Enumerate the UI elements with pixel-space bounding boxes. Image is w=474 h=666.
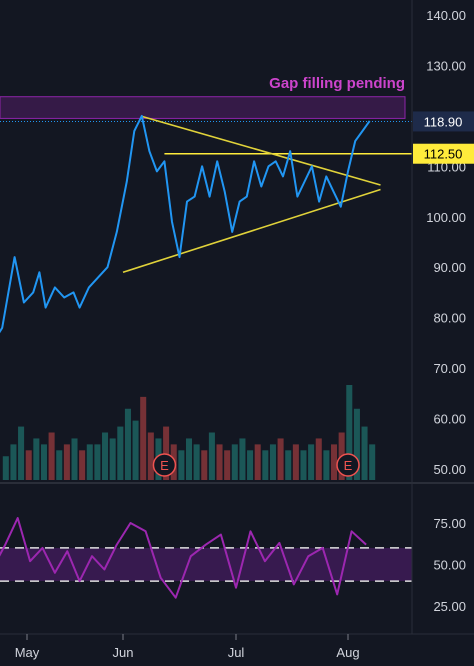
volume-bar bbox=[346, 385, 353, 480]
volume-bar bbox=[231, 444, 238, 480]
level-badge bbox=[413, 143, 474, 164]
last-price-badge-label: 118.90 bbox=[424, 114, 463, 129]
volume-bar bbox=[18, 426, 25, 480]
earnings-label: E bbox=[160, 458, 169, 473]
volume-bar bbox=[10, 444, 17, 480]
price-tick-label: 80.00 bbox=[433, 311, 466, 326]
volume-bar bbox=[140, 396, 147, 480]
volume-bar bbox=[262, 450, 269, 480]
volume-bar bbox=[353, 408, 360, 480]
volume-bar bbox=[178, 450, 185, 480]
volume-bar bbox=[86, 444, 93, 480]
volume-bar bbox=[361, 426, 368, 480]
trendline-upper bbox=[141, 115, 381, 186]
level-badge-label: 112.50 bbox=[424, 147, 463, 162]
volume-bar bbox=[216, 444, 223, 480]
volume-bar bbox=[277, 438, 284, 480]
volume-bar bbox=[315, 438, 322, 480]
volume-bar bbox=[25, 450, 32, 480]
volume-bar bbox=[247, 450, 254, 480]
time-tick-label: Jul bbox=[228, 645, 245, 660]
price-tick-label: 130.00 bbox=[426, 58, 466, 73]
volume-bar bbox=[300, 450, 307, 480]
volume-bar bbox=[94, 444, 101, 480]
volume-bar bbox=[193, 444, 200, 480]
time-tick-label: May bbox=[15, 645, 40, 660]
volume-bar bbox=[48, 432, 55, 480]
earnings-marker[interactable] bbox=[336, 453, 360, 477]
volume-bar bbox=[147, 432, 154, 480]
volume-bar bbox=[331, 444, 338, 480]
volume-bar bbox=[33, 438, 40, 480]
price-tick-label: 50.00 bbox=[433, 462, 466, 477]
time-tick-label: Jun bbox=[113, 645, 134, 660]
volume-bar bbox=[56, 450, 63, 480]
last-price-badge bbox=[413, 111, 474, 132]
volume-bar bbox=[40, 444, 47, 480]
volume-bar bbox=[292, 444, 299, 480]
volume-bar bbox=[117, 426, 124, 480]
volume-bar bbox=[2, 456, 9, 480]
volume-bar bbox=[132, 420, 139, 480]
earnings-marker[interactable] bbox=[152, 453, 177, 477]
price-tick-label: 140.00 bbox=[426, 8, 466, 23]
volume-bar bbox=[224, 450, 231, 480]
price-tick-label: 60.00 bbox=[433, 412, 466, 427]
volume-bar bbox=[79, 450, 86, 480]
price-line bbox=[0, 114, 371, 334]
volume-bar bbox=[323, 450, 330, 480]
volume-bar bbox=[102, 432, 109, 480]
volume-bar bbox=[163, 426, 170, 480]
gap-zone bbox=[0, 96, 406, 119]
volume-bar bbox=[285, 450, 292, 480]
volume-bar bbox=[369, 444, 376, 480]
price-tick-label: 100.00 bbox=[426, 210, 466, 225]
earnings-label: E bbox=[344, 458, 353, 473]
rsi-tick-label: 75.00 bbox=[433, 516, 466, 531]
volume-bar bbox=[208, 432, 215, 480]
volume-bar bbox=[269, 444, 276, 480]
rsi-band bbox=[0, 547, 412, 582]
price-tick-label: 90.00 bbox=[433, 260, 466, 275]
volume-bar bbox=[124, 408, 131, 480]
time-tick-label: Aug bbox=[336, 645, 359, 660]
volume-bar bbox=[239, 438, 246, 480]
rsi-line bbox=[0, 517, 367, 599]
volume-bar bbox=[109, 438, 116, 480]
volume-bar bbox=[254, 444, 261, 480]
volume-bar bbox=[63, 444, 70, 480]
volume-bar bbox=[201, 450, 208, 480]
volume-bar bbox=[185, 438, 193, 480]
rsi-tick-label: 50.00 bbox=[433, 558, 466, 573]
price-tick-label: 70.00 bbox=[433, 361, 466, 376]
volume-bar bbox=[71, 438, 78, 480]
gap-annotation: Gap filling pending bbox=[269, 75, 405, 92]
trendline-lower bbox=[122, 188, 381, 274]
rsi-tick-label: 25.00 bbox=[433, 599, 466, 614]
volume-bar bbox=[308, 444, 315, 480]
